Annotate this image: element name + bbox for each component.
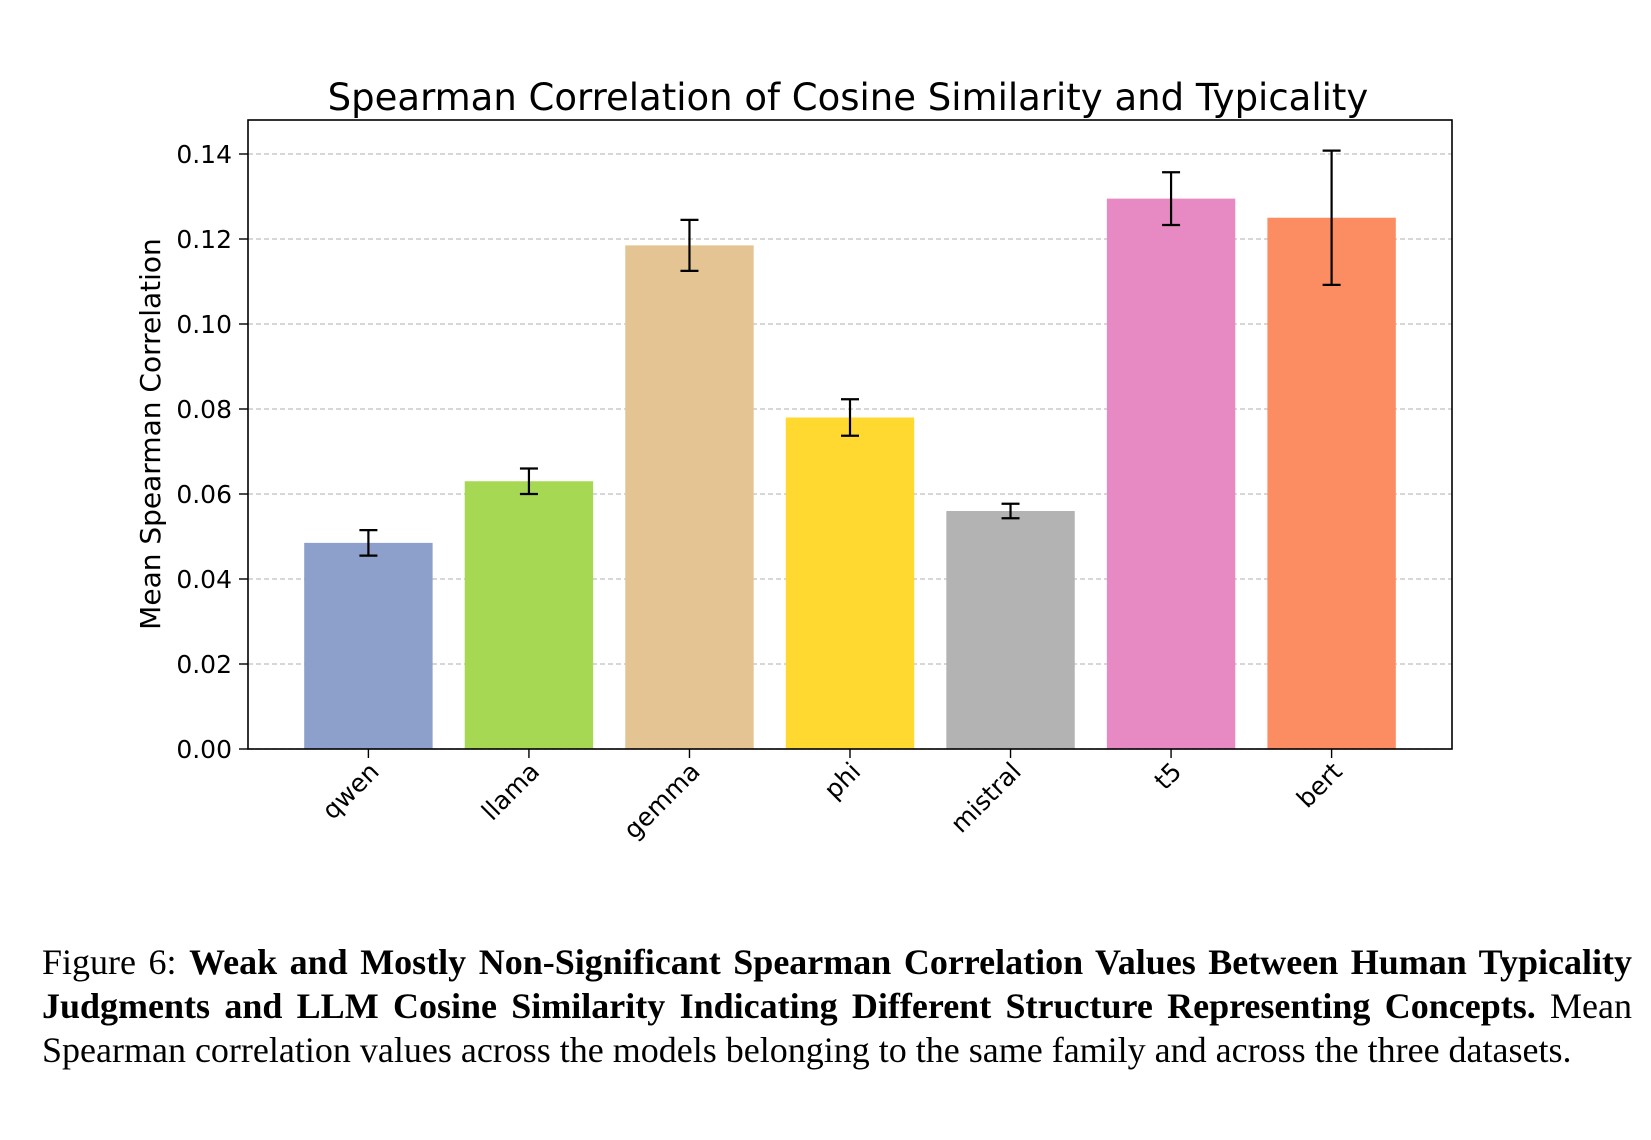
x-tick-label: gemma [618,757,706,845]
figure-caption: Figure 6: Weak and Mostly Non-Significan… [42,940,1632,1072]
caption-label: Figure 6: [42,942,177,982]
y-tick-label: 0.04 [176,565,232,594]
y-tick-label: 0.08 [176,395,232,424]
y-axis-ticks: 0.00 0.02 0.04 0.06 0.08 0.10 0.12 0.14 [176,140,248,764]
x-tick-label: qwen [316,757,384,825]
x-tick-label: bert [1291,757,1348,814]
bar-phi [785,417,915,749]
x-axis-ticks: qwen llama gemma phi mistral t5 bert [316,749,1348,845]
x-tick-label: phi [818,757,866,805]
y-tick-label: 0.12 [176,225,232,254]
bar-bert [1267,217,1396,749]
y-tick-label: 0.14 [176,140,232,169]
x-tick-label: llama [476,757,545,826]
x-tick-label: t5 [1149,757,1188,796]
plot-frame [247,119,1453,750]
bar-gemma [625,245,754,749]
y-tick-label: 0.02 [176,650,232,679]
y-tick-label: 0.00 [176,735,232,764]
y-tick-label: 0.06 [176,480,232,509]
y-tick-label: 0.10 [176,310,232,339]
chart-title: Spearman Correlation of Cosine Similarit… [328,76,1369,119]
bar-mistral [946,511,1075,749]
bar-llama [464,481,594,749]
bar-t5 [1106,198,1236,749]
caption-body-text: Mean Spearman correlation values across … [42,986,1633,1070]
bar-qwen [304,542,433,749]
error-bars [359,149,1341,557]
caption-bold-text: Weak and Mostly Non-Significant Spearman… [42,942,1632,1026]
bar-chart: Spearman Correlation of Cosine Similarit… [134,76,1453,845]
bars [304,198,1396,749]
y-axis-label: Mean Spearman Correlation [134,238,167,630]
x-tick-label: mistral [945,757,1027,839]
